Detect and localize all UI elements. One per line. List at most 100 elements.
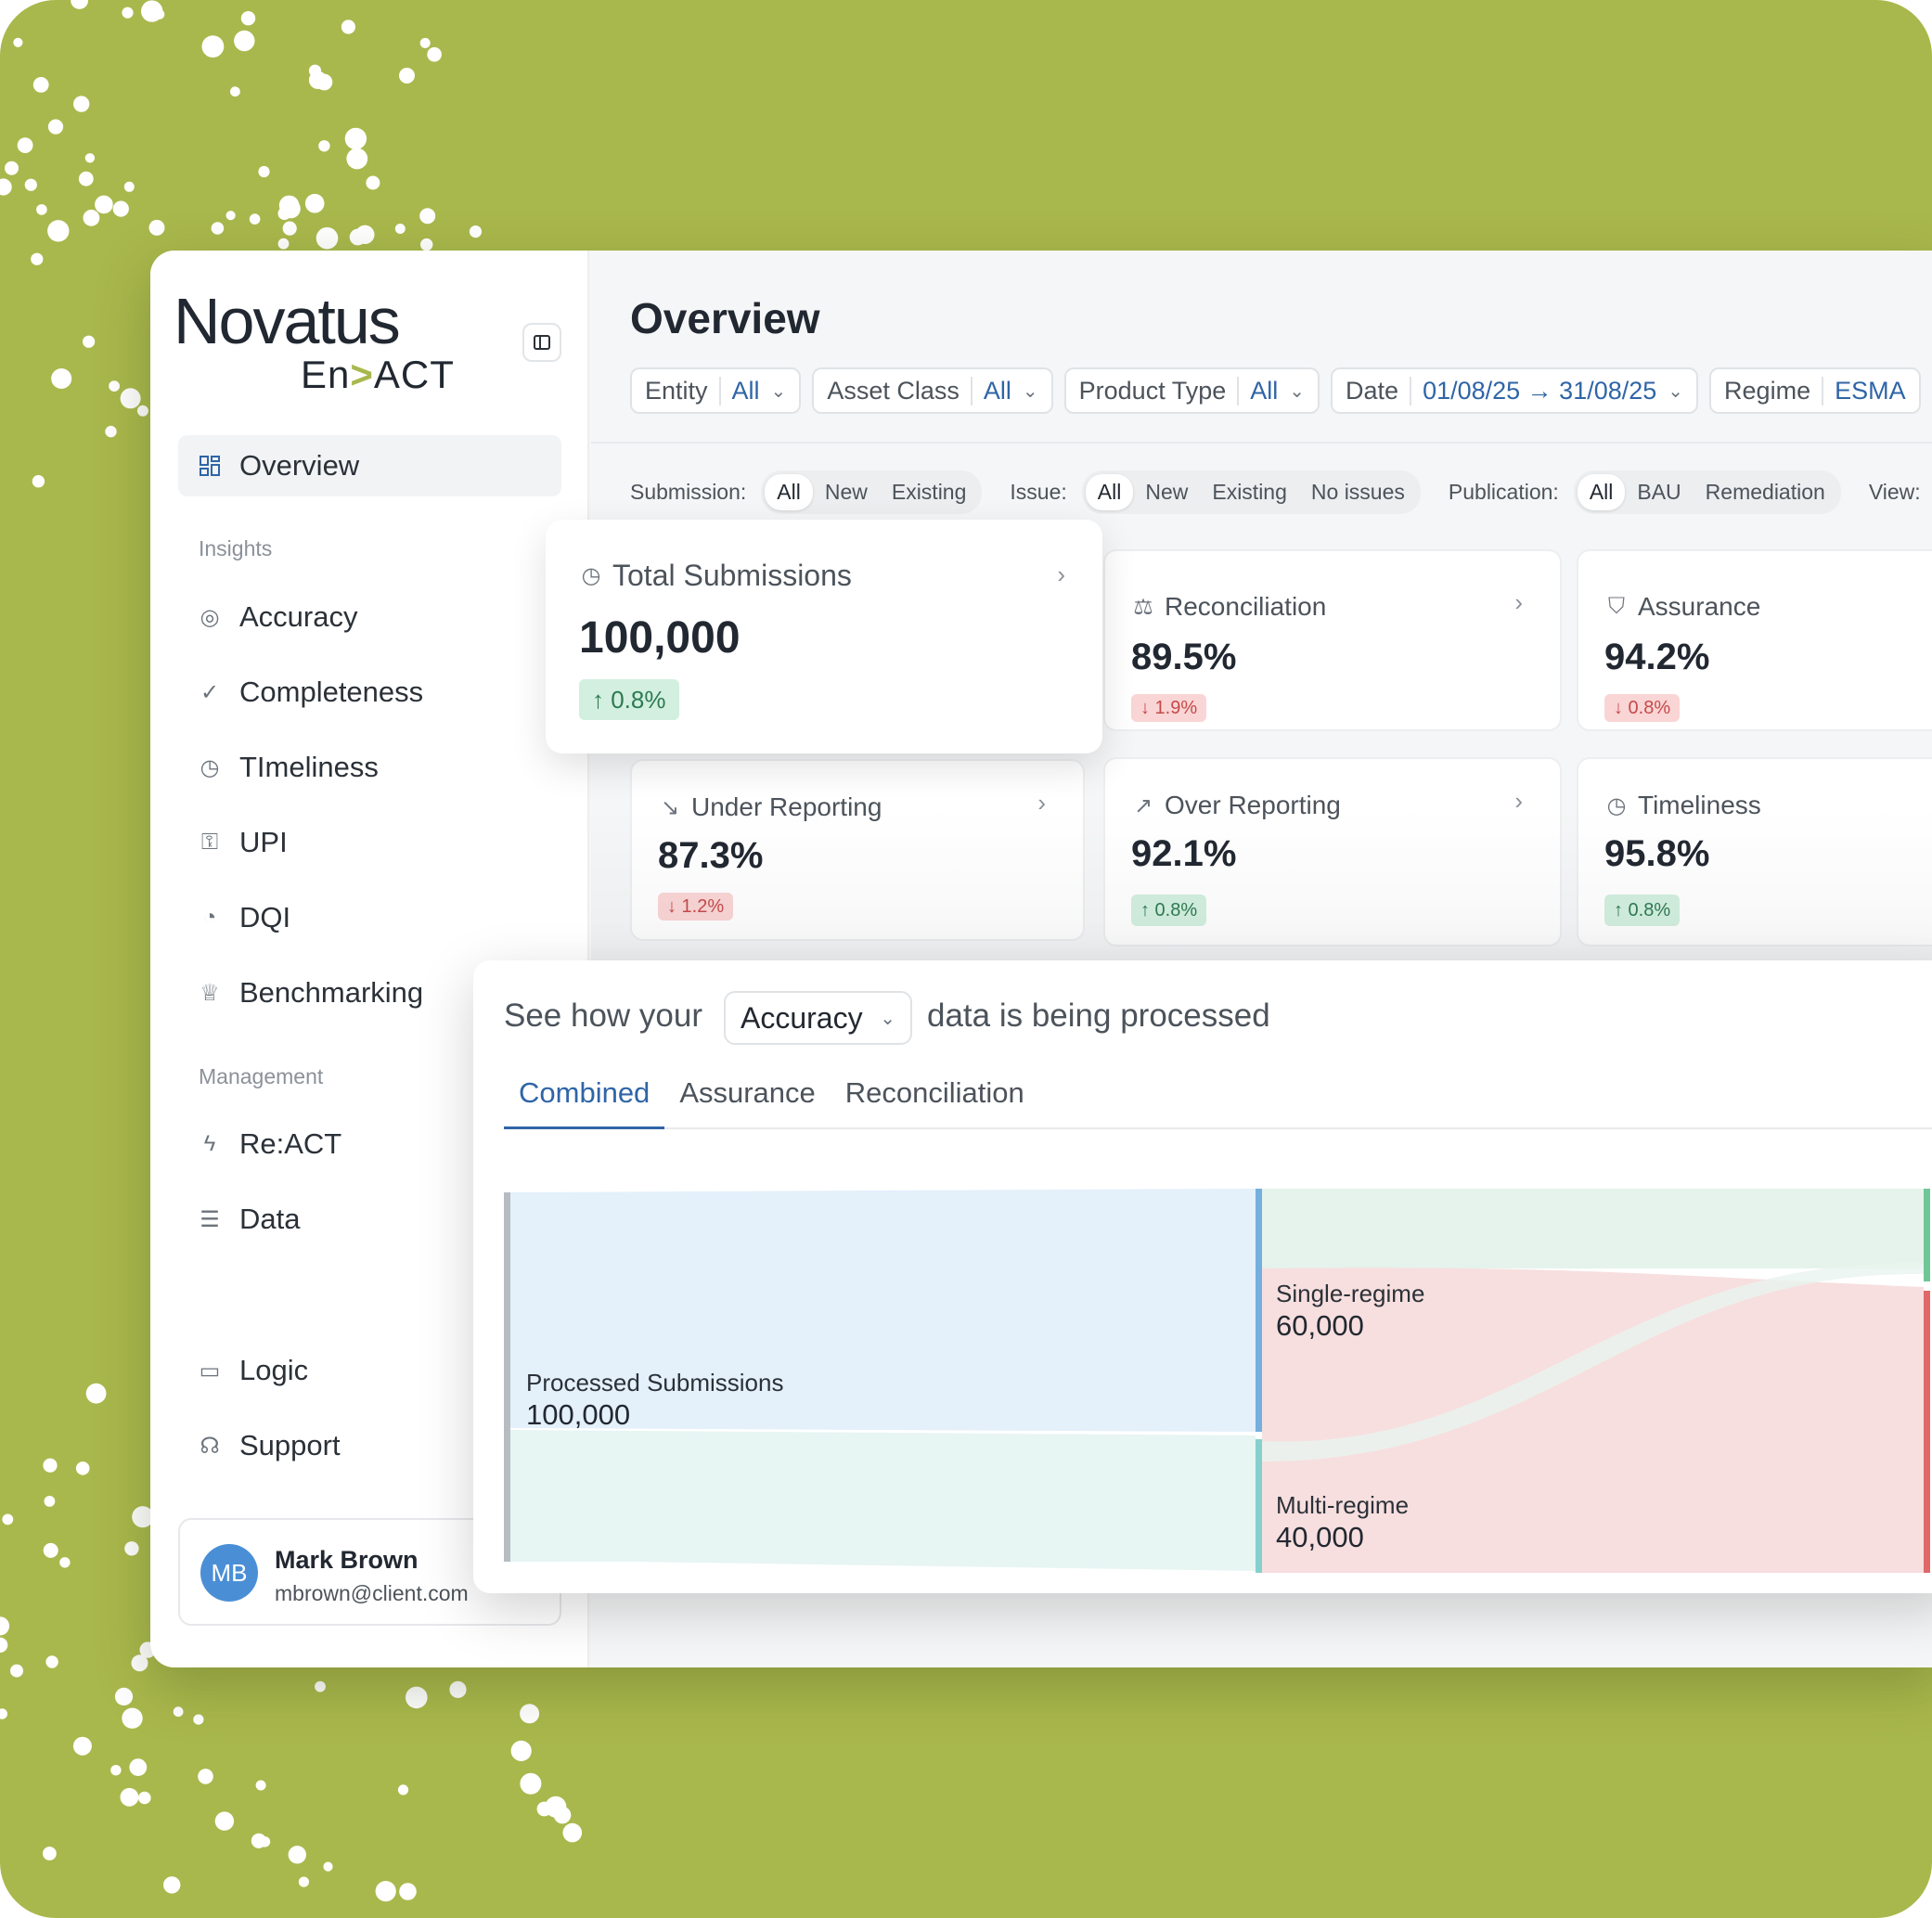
process-tabs: Combined Assurance Reconciliation [504, 1070, 1932, 1129]
panel-suffix-text: data is being processed [927, 998, 1270, 1034]
sidebar-item-logic[interactable]: ▭ Logic [197, 1347, 308, 1394]
total-submissions-card[interactable]: ◷ Total Submissions 100,000 › ↑ 0.8% [546, 520, 1102, 753]
decorative-dot [44, 1496, 56, 1507]
publication-remediation[interactable]: Remediation [1705, 479, 1825, 504]
sidebar-item-support[interactable]: ☊ Support [197, 1422, 340, 1469]
sidebar-item-data[interactable]: ☰ Data [197, 1196, 300, 1242]
trophy-icon: ♕ [200, 980, 220, 1006]
decorative-dot [85, 1383, 107, 1404]
check-circle-icon: ✓ [200, 679, 220, 705]
change-badge: ↓ 1.9% [1131, 694, 1207, 722]
decorative-dot [298, 1876, 309, 1887]
trend-up-icon: ↗ [1133, 792, 1153, 818]
sidebar-item-overview[interactable]: Overview [197, 443, 359, 489]
publication-all[interactable]: All [1577, 473, 1626, 510]
timeliness-card[interactable]: ◷ Timeliness 95.8% ↑ 0.8% [1577, 757, 1932, 946]
decorative-dot [47, 119, 64, 135]
sidebar-item-accuracy[interactable]: ◎ Accuracy [197, 594, 358, 640]
submission-existing[interactable]: Existing [891, 479, 967, 504]
brand-logo-title: Novatus [174, 285, 401, 357]
sidebar-item-react[interactable]: ϟ Re:ACT [197, 1121, 342, 1167]
chevron-right-icon: › [1037, 789, 1046, 817]
decorative-dot [341, 19, 355, 34]
decorative-dot [318, 140, 330, 152]
decorative-dot [36, 204, 47, 215]
clock-icon: ◷ [1606, 792, 1627, 818]
filter-product-type[interactable]: Product Type All ⌄ [1063, 367, 1320, 414]
issue-new[interactable]: New [1145, 479, 1189, 504]
decorative-dot [344, 127, 367, 150]
chevron-right-icon: › [1057, 560, 1065, 588]
decorative-dot [0, 1708, 7, 1719]
decorative-dot [214, 1811, 235, 1831]
issue-existing[interactable]: Existing [1212, 479, 1287, 504]
clock-icon: ◷ [200, 754, 220, 780]
submission-all[interactable]: All [765, 473, 813, 510]
decorative-dot [240, 11, 256, 26]
decorative-dot [225, 211, 236, 221]
tab-assurance[interactable]: Assurance [679, 1076, 816, 1109]
trend-down-icon: ↘ [660, 794, 680, 820]
decorative-dot [75, 1461, 90, 1475]
sidebar-item-completeness[interactable]: ✓ Completeness [197, 669, 423, 715]
sankey-node-source [504, 1192, 510, 1562]
change-badge: ↓ 1.2% [658, 893, 734, 920]
decorative-dot [420, 238, 433, 251]
decorative-dot [282, 221, 297, 236]
sankey-node-multi [1256, 1439, 1262, 1573]
under-reporting-card[interactable]: ↘ Under Reporting 87.3% › ↓ 1.2% [630, 759, 1085, 941]
sidebar-item-upi[interactable]: ⚿ UPI [197, 819, 288, 866]
decorative-dot [102, 198, 113, 208]
sankey-multi-fail [1262, 1480, 1924, 1573]
decorative-dot [315, 1680, 326, 1693]
sidebar-item-dqi[interactable]: ◔ DQI [197, 895, 290, 941]
decorative-dot [138, 1791, 151, 1805]
sidebar-item-timeliness[interactable]: ◷ TImeliness [197, 744, 379, 791]
assurance-card[interactable]: ⛉ Assurance 94.2% ↓ 0.8% [1577, 549, 1932, 731]
decorative-dot [173, 1706, 184, 1718]
reconciliation-card[interactable]: ⚖ Reconciliation 89.5% › ↓ 1.9% [1103, 549, 1562, 731]
segment-filters: Submission: All New Existing Issue: All … [630, 470, 1932, 514]
management-section-header: Management [199, 1064, 324, 1088]
issue-all[interactable]: All [1085, 473, 1134, 510]
chevron-down-icon: ⌄ [770, 380, 787, 402]
decorative-dot [366, 175, 380, 190]
decorative-dot [114, 1687, 134, 1706]
sankey-node-single [1256, 1189, 1262, 1432]
filter-regime[interactable]: Regime ESMA [1709, 367, 1921, 414]
sankey-link-bottom [509, 1430, 1256, 1571]
decorative-dot [43, 1847, 57, 1860]
collapse-sidebar-button[interactable] [522, 323, 561, 362]
decorative-dot [109, 380, 120, 392]
decorative-dot [288, 1846, 306, 1864]
tab-reconciliation[interactable]: Reconciliation [844, 1076, 1024, 1109]
decorative-dot [278, 195, 300, 216]
sankey-cross-link [1262, 1262, 1924, 1461]
decorative-dot [427, 46, 442, 62]
decorative-dot [83, 209, 100, 226]
decorative-dot [211, 222, 225, 235]
issue-no-issues[interactable]: No issues [1310, 479, 1405, 504]
decorative-dot [112, 200, 129, 217]
change-badge: ↑ 0.8% [1604, 895, 1681, 926]
decorative-dot [2, 1513, 14, 1525]
data-processing-panel: See how your Accuracy ⌄ data is being pr… [473, 960, 1932, 1593]
filter-asset-class[interactable]: Asset Class All ⌄ [812, 367, 1053, 414]
submission-new[interactable]: New [824, 479, 868, 504]
chevron-down-icon: ⌄ [880, 1008, 895, 1029]
metric-select[interactable]: Accuracy ⌄ [724, 991, 912, 1045]
filter-date[interactable]: Date 01/08/25 → 31/08/25 ⌄ [1331, 367, 1699, 414]
publication-bau[interactable]: BAU [1637, 479, 1681, 504]
sidebar-item-benchmarking[interactable]: ♕ Benchmarking [197, 970, 423, 1016]
bolt-icon: ϟ [203, 1131, 216, 1156]
chevron-down-icon: ⌄ [1668, 380, 1684, 402]
book-icon: ▭ [199, 1358, 221, 1384]
decorative-dot [163, 1876, 181, 1894]
decorative-dot [59, 1557, 71, 1568]
filter-bar: Entity All ⌄ Asset Class All ⌄ Product Type A… [630, 367, 1921, 414]
decorative-dot [349, 228, 367, 246]
over-reporting-card[interactable]: ↗ Over Reporting 92.1% › ↑ 0.8% [1103, 757, 1562, 946]
tab-combined[interactable]: Combined [504, 1070, 665, 1129]
decorative-dot [136, 405, 148, 417]
filter-entity[interactable]: Entity All ⌄ [630, 367, 802, 414]
